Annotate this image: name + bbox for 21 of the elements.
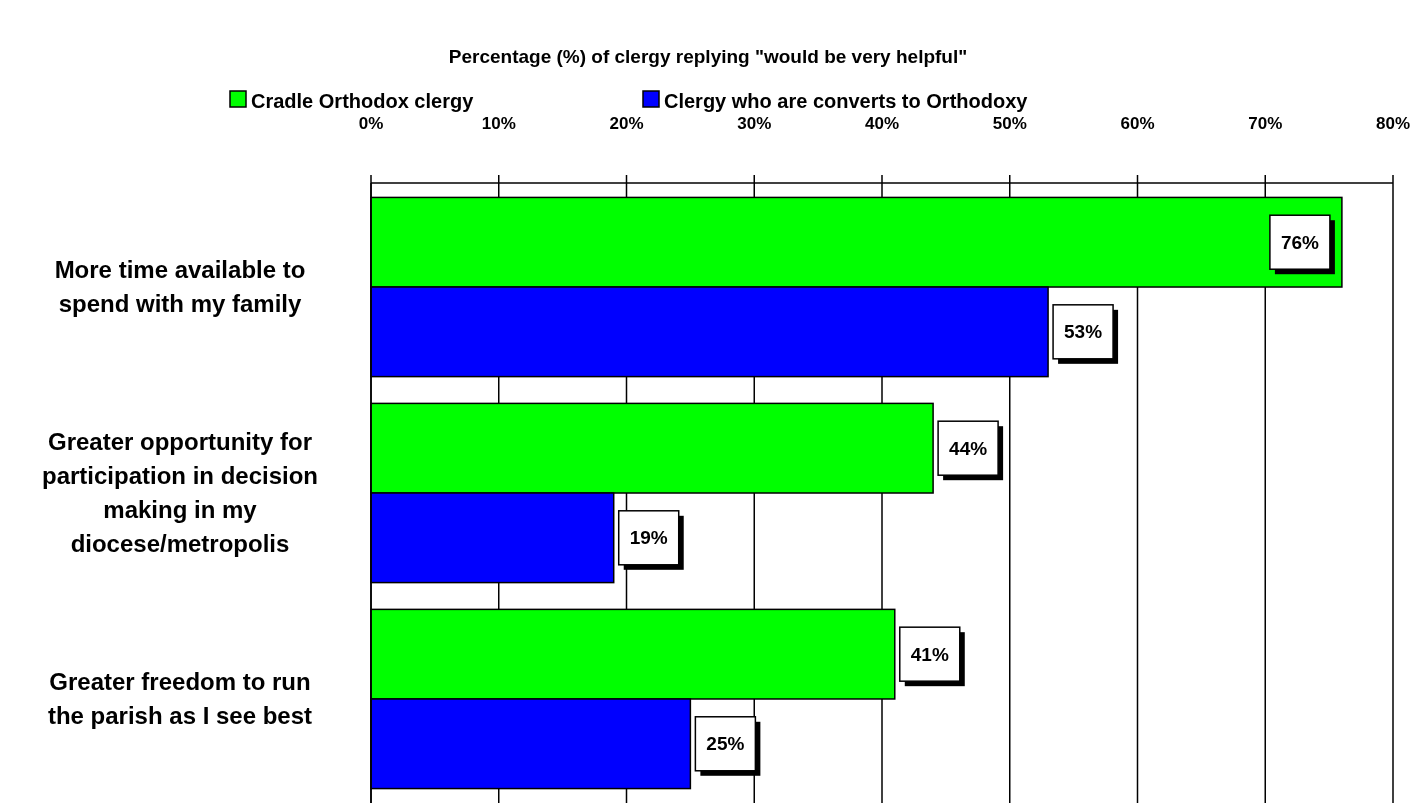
x-tick-label: 20%	[609, 113, 644, 133]
data-label: 44%	[949, 437, 988, 459]
legend-label: Cradle Orthodox clergy	[251, 90, 475, 112]
x-tick-label: 50%	[992, 113, 1027, 133]
x-tick-label: 30%	[737, 113, 772, 133]
x-tick-label: 70%	[1248, 113, 1283, 133]
data-label: 53%	[1064, 321, 1103, 343]
data-label: 41%	[910, 643, 949, 665]
x-tick-label: 80%	[1375, 113, 1411, 133]
x-tick-label: 40%	[864, 113, 900, 133]
x-tick-label: 60%	[1120, 113, 1155, 133]
y-tick-label: More time available to spend with my family	[54, 256, 306, 318]
data-label: 76%	[1280, 231, 1320, 253]
y-tick-label: Greater freedom to run the parish as I see best	[47, 668, 313, 730]
data-label: 19%	[629, 527, 668, 549]
x-tick-label: 0%	[358, 113, 384, 133]
y-tick-label: Greater opportunity for participation in decision making in my diocese/metropolis	[41, 428, 319, 558]
chart-title: Percentage (%) of clergy replying "would be very helpful"	[448, 46, 968, 67]
data-label: 25%	[706, 733, 745, 755]
x-tick-label: 10%	[481, 113, 516, 133]
legend-label: Clergy who are converts to Orthodoxy	[664, 90, 1029, 112]
